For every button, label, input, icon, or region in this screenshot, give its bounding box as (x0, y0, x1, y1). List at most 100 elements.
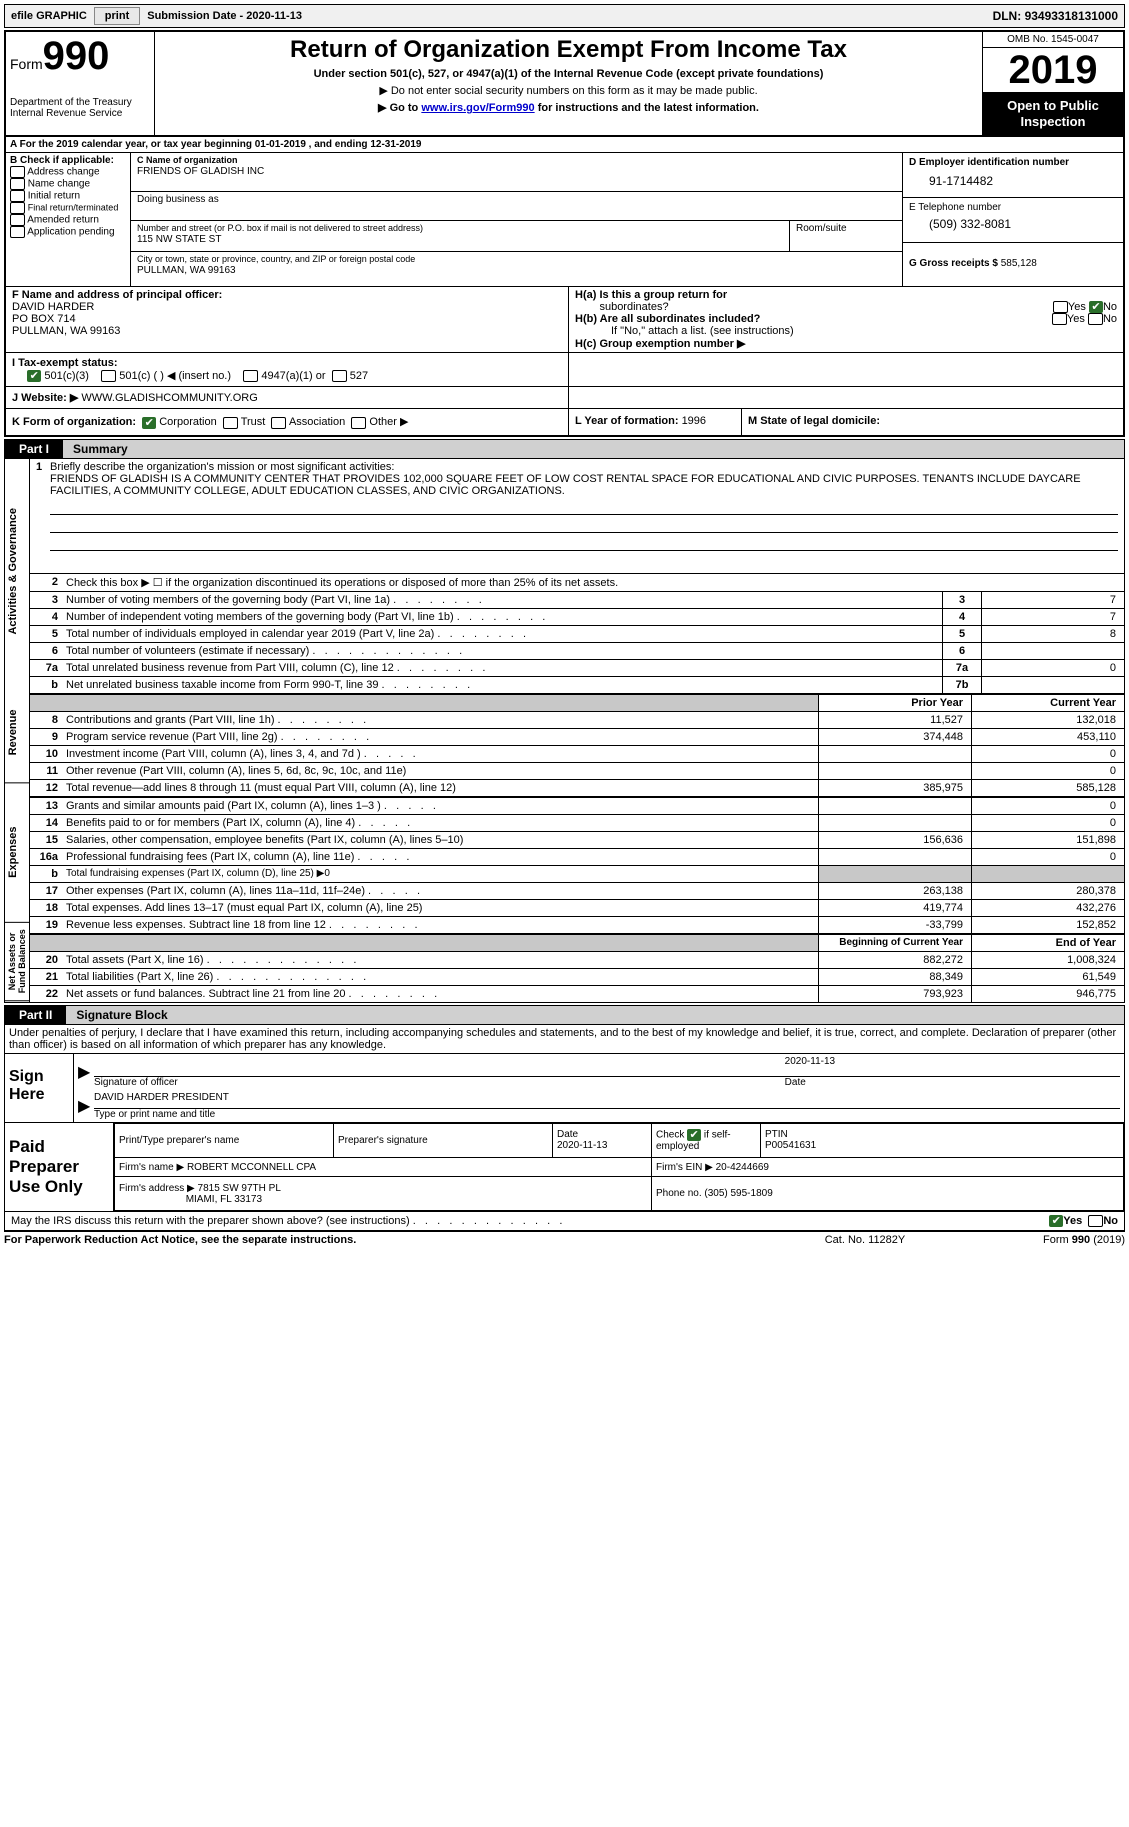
website-value: WWW.GLADISHCOMMUNITY.ORG (81, 392, 257, 404)
gross-value: 585,128 (1001, 258, 1037, 269)
ha-label: H(a) Is this a group return for (575, 289, 727, 301)
firm-name-cell: Firm's name ▶ ROBERT MCCONNELL CPA (115, 1157, 652, 1177)
prep-date: Date 2020-11-13 (553, 1123, 652, 1157)
line-3-desc: Number of voting members of the governin… (62, 591, 943, 608)
line-9-curr: 453,110 (972, 728, 1125, 745)
vlabel-na: Net Assets or Fund Balances (5, 923, 29, 1001)
sig-date-label: Date (765, 1077, 1120, 1088)
firm-addr-label: Firm's address ▶ (119, 1183, 198, 1194)
hb-yes: Yes (1067, 313, 1085, 325)
org-name-box: C Name of organization FRIENDS OF GLADIS… (131, 153, 902, 192)
tax-exempt-label: I Tax-exempt status: (12, 357, 118, 369)
chk-501c3[interactable]: ✔ (27, 370, 41, 382)
line-11-desc: Other revenue (Part VIII, column (A), li… (62, 762, 819, 779)
chk-4947[interactable] (243, 370, 258, 382)
print-button[interactable]: print (94, 7, 140, 25)
checkbox-amended[interactable] (10, 214, 25, 226)
header-left: Form990 Department of the Treasury Inter… (6, 32, 155, 135)
ha-no-checkbox[interactable]: ✔ (1089, 301, 1103, 313)
discuss-yes-checkbox[interactable]: ✔ (1049, 1215, 1063, 1227)
line-2-desc: Check this box ▶ ☐ if the organization d… (62, 574, 1124, 592)
ptin-label: PTIN (765, 1129, 788, 1140)
checkbox-address-change[interactable] (10, 166, 25, 178)
prep-ptin: PTIN P00541631 (761, 1123, 1124, 1157)
checkbox-app-pending[interactable] (10, 226, 25, 238)
na-hdr-blank1 (30, 934, 62, 952)
ha-yes-checkbox[interactable] (1053, 301, 1068, 313)
checkbox-name-change[interactable] (10, 178, 25, 190)
box-deg: D Employer identification number 91-1714… (902, 153, 1123, 286)
line-b-num: b (30, 676, 62, 693)
box-d: D Employer identification number 91-1714… (903, 153, 1123, 198)
line-4-val: 7 (982, 608, 1125, 625)
dln-value: 93493318131000 (1025, 9, 1118, 23)
chk-trust[interactable] (223, 417, 238, 429)
line-7a-box: 7a (943, 659, 982, 676)
form-990-label: Form990 (10, 34, 150, 79)
form-org-label: K Form of organization: (12, 416, 136, 428)
line-5-val: 8 (982, 625, 1125, 642)
otp-line1: Open to Public (1007, 98, 1099, 113)
line-17-curr: 280,378 (972, 882, 1125, 899)
opt-amended: Amended return (27, 215, 99, 226)
street-value: 115 NW STATE ST (137, 234, 221, 245)
chk-corporation[interactable]: ✔ (142, 417, 156, 429)
chk-527[interactable] (332, 370, 347, 382)
line-8-num: 8 (30, 711, 62, 728)
ein-label: D Employer identification number (909, 157, 1069, 168)
line-15-desc: Salaries, other compensation, employee b… (62, 831, 819, 848)
line-19-num: 19 (30, 916, 62, 934)
paid-preparer-label: Paid Preparer Use Only (5, 1123, 114, 1211)
chk-association[interactable] (271, 417, 286, 429)
footer: For Paperwork Reduction Act Notice, see … (4, 1232, 1125, 1248)
chk-501c[interactable] (101, 370, 116, 382)
line-3-box: 3 (943, 591, 982, 608)
line-4-num: 4 (30, 608, 62, 625)
checkbox-final-return[interactable] (10, 202, 25, 214)
line-20-prior: 882,272 (819, 951, 972, 968)
opt-assoc: Association (289, 416, 345, 428)
row-klm: K Form of organization: ✔ Corporation Tr… (4, 409, 1125, 436)
line-13-curr: 0 (972, 797, 1125, 815)
line-20-curr: 1,008,324 (972, 951, 1125, 968)
mission-text: FRIENDS OF GLADISH IS A COMMUNITY CENTER… (50, 473, 1081, 497)
instructions-link[interactable]: www.irs.gov/Form990 (421, 102, 534, 114)
firm-ein-label: Firm's EIN ▶ (656, 1162, 716, 1173)
signature-line[interactable] (94, 1056, 765, 1077)
checkbox-initial-return[interactable] (10, 190, 25, 202)
line-11-curr: 0 (972, 762, 1125, 779)
line-7a-val: 0 (982, 659, 1125, 676)
hb-label: H(b) Are all subordinates included? (575, 313, 760, 325)
part-1-header: Part I Summary (4, 439, 1125, 459)
officer-name: DAVID HARDER (12, 301, 94, 313)
line-19-desc: Revenue less expenses. Subtract line 18 … (62, 916, 819, 934)
hb-yes-checkbox[interactable] (1052, 313, 1067, 325)
sig-of-officer-label: Signature of officer (94, 1077, 765, 1088)
vlabel-ag: Activities & Governance (5, 459, 29, 683)
hb-no-checkbox[interactable] (1088, 313, 1103, 325)
opt-app-pending: Application pending (27, 227, 114, 238)
form-header: Form990 Department of the Treasury Inter… (4, 30, 1125, 137)
tel-label: E Telephone number (909, 202, 1001, 213)
financial-lines: Prior Year Current Year 8 Contributions … (30, 693, 1124, 1002)
line-18-num: 18 (30, 899, 62, 916)
line-13-prior (819, 797, 972, 815)
rule-1 (50, 501, 1118, 515)
city-value: PULLMAN, WA 99163 (137, 265, 236, 276)
line-6-box: 6 (943, 642, 982, 659)
self-employed-checkbox[interactable]: ✔ (687, 1129, 701, 1141)
line-9-desc: Program service revenue (Part VIII, line… (62, 728, 819, 745)
firm-phone-label: Phone no. (656, 1188, 704, 1199)
line-6-desc: Total number of volunteers (estimate if … (62, 642, 943, 659)
firm-name-value: ROBERT MCCONNELL CPA (187, 1162, 316, 1173)
discuss-no-checkbox[interactable] (1088, 1215, 1103, 1227)
line-12-desc: Total revenue—add lines 8 through 11 (mu… (62, 779, 819, 797)
chk-other[interactable] (351, 417, 366, 429)
summary-body: 1 Briefly describe the organization's mi… (30, 459, 1124, 1002)
vlabel-exp: Expenses (5, 783, 29, 923)
hdr-blank1 (30, 694, 62, 712)
box-b-label: B Check if applicable: (10, 155, 114, 166)
firm-addr1: 7815 SW 97TH PL (198, 1183, 281, 1194)
tax-year: 2019 (983, 48, 1123, 92)
omb-number: OMB No. 1545-0047 (983, 32, 1123, 48)
